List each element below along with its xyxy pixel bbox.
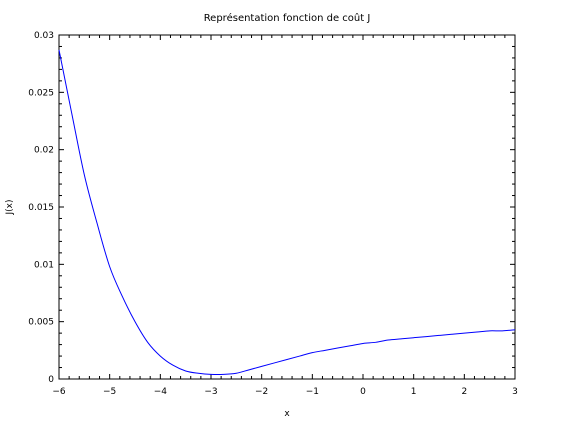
x-tick-label: 3: [512, 387, 518, 397]
x-tick-label: −6: [52, 387, 66, 397]
y-tick-label: 0: [48, 375, 54, 385]
x-tick-label: −5: [103, 387, 116, 397]
plot-frame: [58, 34, 516, 380]
y-tick-label: 0.015: [28, 203, 54, 213]
x-tick-label: −1: [306, 387, 319, 397]
x-tick-label: −3: [204, 387, 217, 397]
y-tick-label: 0.02: [34, 146, 54, 156]
x-axis-title: x: [284, 409, 290, 419]
y-tick-label: 0.01: [34, 260, 54, 270]
series-line: [58, 49, 516, 376]
y-tick-label: 0.025: [28, 88, 54, 98]
y-tick-label: 0.03: [34, 31, 54, 41]
x-axis-ticks: −6 −5 −4 −3 −2 −1 0 1 2 3: [52, 35, 518, 397]
y-axis-ticks: 0 0.005 0.01 0.015 0.02 0.025 0.03: [28, 31, 515, 385]
x-tick-label: 2: [461, 387, 467, 397]
x-tick-label: −2: [255, 387, 268, 397]
x-tick-label: 1: [411, 387, 417, 397]
y-tick-label: 0.005: [28, 318, 54, 328]
y-axis-title: J(x): [5, 199, 15, 215]
x-tick-label: −4: [154, 387, 168, 397]
x-tick-label: 0: [360, 387, 366, 397]
chart-title: Représentation fonction de coût J: [204, 12, 371, 24]
